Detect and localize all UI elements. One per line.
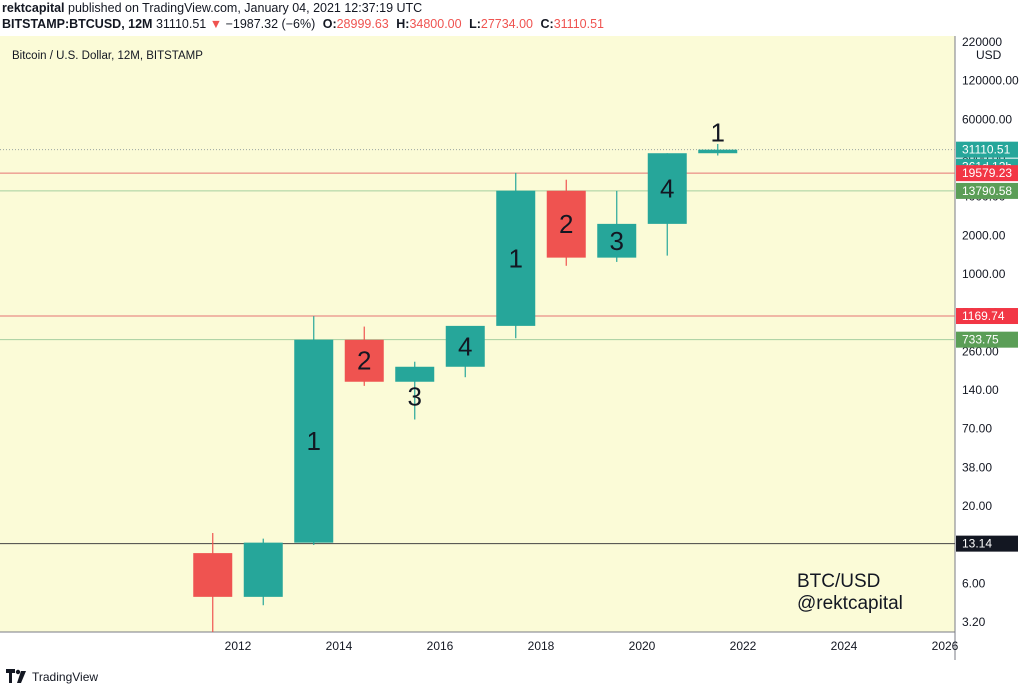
candle[interactable]: 4 <box>445 325 485 378</box>
price-tick-label: 220000 <box>962 36 1002 49</box>
price-tick-label: 3.20 <box>962 615 986 629</box>
candle[interactable]: 2 <box>546 179 586 266</box>
publish-info: published on TradingView.com, January 04… <box>68 1 423 15</box>
price-tag[interactable]: 733.75 <box>956 331 1018 348</box>
candle-body <box>294 339 334 543</box>
price-tag-value: 13790.58 <box>962 184 1012 198</box>
time-tick-label: 2020 <box>629 639 656 653</box>
chart-title: Bitcoin / U.S. Dollar, 12M, BITSTAMP <box>12 50 203 62</box>
price-tick-label: 6.00 <box>962 576 986 590</box>
open-label: O: <box>322 17 337 31</box>
time-tick-label: 2024 <box>831 639 858 653</box>
time-tick-label: 2016 <box>427 639 454 653</box>
candle[interactable] <box>193 533 233 632</box>
candle[interactable] <box>243 538 283 606</box>
price-tick-label: 140.00 <box>962 383 999 397</box>
candle-body <box>597 223 637 258</box>
watermark-author: @rektcapital <box>797 593 903 614</box>
price-tick-label: 70.00 <box>962 422 992 436</box>
price-tag-bg <box>956 535 1018 552</box>
tradingview-brand[interactable]: TradingView <box>32 670 99 684</box>
price-tag-bg <box>956 165 1018 182</box>
watermark-pair: BTC/USD <box>797 571 880 592</box>
chart-header: rektcapital published on TradingView.com… <box>0 0 1024 36</box>
candle[interactable]: 3 <box>395 361 435 420</box>
cycle-year-label: 1 <box>711 118 725 148</box>
price-tag-value: 13.14 <box>962 537 992 551</box>
candle-body <box>344 339 384 382</box>
candle[interactable]: 1 <box>496 172 536 339</box>
candle-body <box>698 149 738 154</box>
change-down-icon: ▼ <box>209 17 223 31</box>
open-value: 28999.63 <box>336 17 389 31</box>
candle-body <box>193 553 233 597</box>
candle[interactable]: 1 <box>294 316 334 545</box>
price-tag-value: 31110.51 <box>962 143 1011 157</box>
high-value: 34800.00 <box>409 17 462 31</box>
time-tick-label: 2012 <box>225 639 252 653</box>
candle-body <box>546 190 586 258</box>
tradingview-logo-icon[interactable] <box>6 669 26 683</box>
price-tag[interactable]: 13790.58 <box>956 182 1018 199</box>
price-tick-label: 2000.00 <box>962 228 1006 242</box>
candle[interactable]: 1 <box>698 118 738 156</box>
author-name[interactable]: rektcapital <box>2 1 65 15</box>
price-tag-bg <box>956 308 1018 325</box>
price-tag-value: 733.75 <box>962 333 999 347</box>
candle-body <box>395 366 435 382</box>
close-value: 31110.51 <box>553 17 604 31</box>
price-tag-bg <box>956 141 1018 158</box>
candle-body <box>445 325 485 367</box>
price-axis-background <box>955 36 1024 660</box>
price-tag-bg <box>956 182 1018 199</box>
time-axis-background <box>0 632 955 660</box>
time-tick-label: 2014 <box>326 639 353 653</box>
price-tick-label: 120000.00 <box>962 74 1019 88</box>
high-label: H: <box>396 17 410 31</box>
cycle-year-label: 4 <box>458 331 472 361</box>
price-tag-value: 1169.74 <box>962 309 1005 323</box>
price-tag-value: 19579.23 <box>962 166 1012 180</box>
low-label: L: <box>469 17 481 31</box>
cycle-year-label: 2 <box>357 346 371 376</box>
close-label: C: <box>540 17 554 31</box>
time-tick-label: 2026 <box>932 639 959 653</box>
symbol-label[interactable]: BITSTAMP:BTCUSD, 12M <box>2 17 153 31</box>
last-price: 31110.51 <box>155 17 207 31</box>
publish-line: rektcapital published on TradingView.com… <box>2 1 422 15</box>
price-tag-bg <box>956 331 1018 348</box>
cycle-year-label: 4 <box>660 174 674 204</box>
price-tag[interactable]: 13.14 <box>956 535 1018 552</box>
low-value: 27734.00 <box>480 17 534 31</box>
price-tick-label: 60000.00 <box>962 112 1012 126</box>
price-tick-label: 260.00 <box>962 344 999 358</box>
cycle-year-label: 1 <box>307 426 321 456</box>
price-tag[interactable]: 19579.23 <box>956 165 1018 182</box>
cycle-year-label: 1 <box>509 243 523 273</box>
time-tick-label: 2018 <box>528 639 555 653</box>
ohlc-line: BITSTAMP:BTCUSD, 12M 31110.51 ▼ −1987.32… <box>2 17 604 31</box>
cycle-year-label: 3 <box>610 226 624 256</box>
currency-label: USD <box>976 48 1002 62</box>
cycle-year-label: 2 <box>559 209 573 239</box>
candle[interactable]: 2 <box>344 326 384 386</box>
price-tick-label: 1000.00 <box>962 267 1006 281</box>
price-tag[interactable]: 1169.74 <box>956 308 1018 325</box>
price-tick-label: 38.00 <box>962 460 992 474</box>
time-tick-label: 2022 <box>730 639 757 653</box>
footer: TradingView <box>0 661 1024 691</box>
price-tick-label: 20.00 <box>962 499 992 513</box>
candle[interactable]: 4 <box>647 153 687 256</box>
cycle-year-label: 3 <box>408 382 422 412</box>
candle[interactable]: 3 <box>597 190 637 262</box>
candle-body <box>243 542 283 597</box>
candle-body <box>496 190 536 326</box>
price-change: −1987.32 (−6%) <box>225 17 316 31</box>
candle-body <box>647 153 687 224</box>
